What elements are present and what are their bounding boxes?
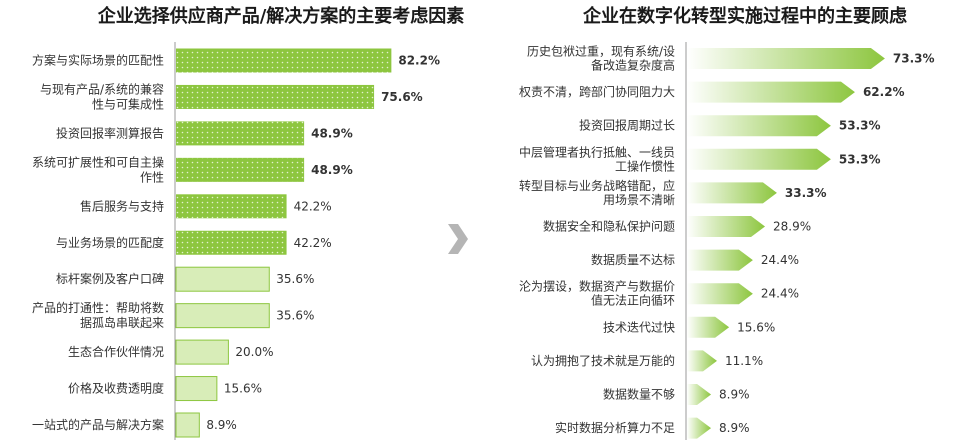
right-arrow-bar	[687, 350, 717, 372]
left-value-label: 82.2%	[398, 54, 440, 68]
right-arrow-bar	[687, 48, 885, 69]
right-arrow-bar	[687, 148, 831, 170]
right-category-label: 用场景不清晰	[603, 193, 675, 207]
right-arrow-bar	[687, 216, 766, 237]
left-chart-title: 企业选择供应商产品/解决方案的主要考虑因素	[97, 5, 465, 27]
right-value-label: 11.1%	[725, 354, 763, 368]
right-arrow-bar	[687, 249, 753, 271]
right-chart-title: 企业在数字化转型实施过程中的主要顾虑	[582, 5, 907, 27]
left-bar-texture	[176, 84, 375, 109]
left-category-label: 系统可扩展性和可自主操	[32, 154, 164, 169]
right-value-label: 33.3%	[785, 186, 827, 200]
right-value-label: 8.9%	[719, 388, 750, 402]
left-bar	[175, 412, 200, 438]
right-category-label: 值无法正向循环	[591, 293, 675, 308]
left-value-label: 42.2%	[294, 236, 332, 250]
left-category-label: 售后服务与支持	[80, 198, 164, 213]
left-value-label: 8.9%	[206, 418, 237, 432]
left-bar-texture	[176, 121, 305, 146]
left-category-label: 据孤岛串联起来	[80, 315, 164, 330]
left-chart: 企业选择供应商产品/解决方案的主要考虑因素 82.2% 方案与实际场景的匹配性 75…	[32, 5, 464, 440]
right-value-label: 8.9%	[719, 421, 750, 435]
right-value-label: 62.2%	[863, 85, 905, 99]
right-category-label: 权责不清，跨部门协同阻力大	[519, 84, 675, 99]
left-category-label: 产品的打通性：帮助将数	[32, 300, 164, 315]
right-category-label: 投资回报周期过长	[579, 118, 675, 133]
right-value-label: 28.9%	[773, 220, 811, 234]
left-value-label: 48.9%	[311, 126, 353, 140]
right-category-label: 沦为摆设，数据资产与数据价	[519, 279, 675, 294]
right-category-label: 技术迭代过快	[603, 320, 675, 334]
left-value-label: 15.6%	[224, 382, 262, 396]
right-category-label: 转型目标与业务战略错配，应	[519, 178, 675, 193]
left-bar-texture	[176, 48, 392, 73]
right-category-label: 中层管理者执行抵触、一线员	[519, 144, 675, 159]
right-arrow-bar	[687, 417, 712, 439]
right-arrow-bar	[687, 115, 831, 137]
left-category-label: 标杆案例及客户口碑	[56, 271, 164, 286]
left-category-label: 方案与实际场景的匹配性	[32, 53, 164, 68]
left-value-label: 35.6%	[276, 272, 314, 286]
left-category-label: 投资回报率测算报告	[56, 125, 164, 140]
right-arrow-bar	[687, 182, 777, 204]
left-category-label: 与业务场景的匹配度	[56, 235, 164, 250]
left-category-label: 生态合作伙伴情况	[68, 344, 164, 359]
right-arrow-bar	[687, 81, 855, 103]
separator-arrow-icon	[448, 224, 468, 254]
left-bar-texture	[176, 194, 287, 219]
right-arrow-bar	[687, 384, 712, 405]
right-value-label: 15.6%	[737, 320, 775, 334]
left-category-label: 一站式的产品与解决方案	[32, 417, 164, 432]
right-chart: 企业在数字化转型实施过程中的主要顾虑 73.3% 历史包袱过重，现有系统/设备改造…	[519, 5, 935, 440]
left-value-label: 42.2%	[294, 199, 332, 213]
right-category-label: 认为拥抱了技术就是万能的	[531, 353, 675, 368]
left-value-label: 35.6%	[276, 309, 314, 323]
right-category-label: 工操作惯性	[615, 158, 675, 173]
left-category-label: 作性	[140, 170, 164, 184]
left-bar	[175, 376, 218, 402]
right-category-label: 数据质量不达标	[591, 252, 675, 267]
left-bar-texture	[176, 157, 305, 182]
right-value-label: 24.4%	[761, 253, 799, 267]
right-arrow-bar	[687, 283, 753, 305]
left-bar-texture	[176, 230, 287, 255]
right-arrow-bar	[687, 316, 730, 338]
left-bar	[175, 339, 229, 365]
left-category-label: 与现有产品/系统的兼容	[40, 81, 164, 96]
right-value-label: 73.3%	[893, 52, 935, 66]
left-value-label: 20.0%	[235, 345, 273, 359]
right-category-label: 历史包袱过重，现有系统/设	[527, 44, 675, 59]
right-category-label: 数据安全和隐私保护问题	[543, 219, 675, 234]
right-value-label: 24.4%	[761, 287, 799, 301]
left-value-label: 75.6%	[381, 90, 423, 104]
right-category-label: 实时数据分析算力不足	[555, 420, 675, 435]
right-value-label: 53.3%	[839, 152, 881, 166]
right-value-label: 53.3%	[839, 119, 881, 133]
left-category-label: 性与可集成性	[92, 96, 164, 111]
left-bar	[175, 266, 270, 292]
right-category-label: 备改造复杂度高	[591, 58, 675, 73]
left-value-label: 48.9%	[311, 163, 353, 177]
left-category-label: 价格及收费透明度	[68, 381, 164, 396]
left-bar	[175, 303, 270, 329]
right-category-label: 数据数量不够	[603, 387, 675, 402]
